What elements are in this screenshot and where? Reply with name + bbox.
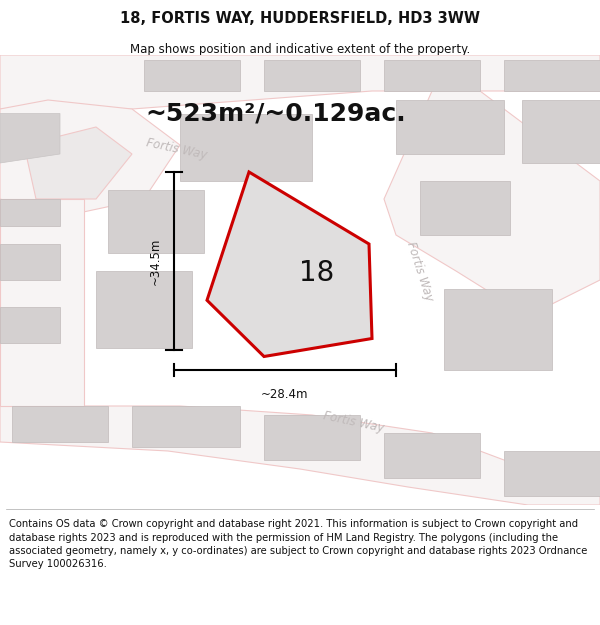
Polygon shape (132, 406, 240, 446)
Text: Fortis Way: Fortis Way (145, 137, 209, 162)
Text: ~523m²/~0.129ac.: ~523m²/~0.129ac. (146, 101, 406, 126)
Polygon shape (144, 59, 240, 91)
Polygon shape (207, 172, 372, 356)
Polygon shape (384, 59, 480, 91)
Polygon shape (384, 91, 600, 316)
Text: Contains OS data © Crown copyright and database right 2021. This information is : Contains OS data © Crown copyright and d… (9, 519, 587, 569)
Polygon shape (504, 59, 600, 91)
Polygon shape (384, 433, 480, 478)
Polygon shape (504, 451, 600, 496)
Polygon shape (108, 190, 204, 253)
Polygon shape (96, 271, 192, 348)
Polygon shape (0, 199, 60, 226)
Text: ~28.4m: ~28.4m (261, 388, 309, 401)
Polygon shape (180, 114, 312, 181)
Polygon shape (0, 55, 600, 109)
Polygon shape (0, 307, 60, 343)
Polygon shape (0, 100, 180, 217)
Text: 18, FORTIS WAY, HUDDERSFIELD, HD3 3WW: 18, FORTIS WAY, HUDDERSFIELD, HD3 3WW (120, 11, 480, 26)
Polygon shape (24, 127, 132, 199)
Polygon shape (0, 406, 600, 505)
Polygon shape (444, 289, 552, 370)
Polygon shape (264, 59, 360, 91)
Polygon shape (396, 100, 504, 154)
Polygon shape (420, 181, 510, 235)
Text: Fortis Way: Fortis Way (322, 409, 386, 434)
Text: 18: 18 (299, 259, 334, 288)
Polygon shape (522, 100, 600, 163)
Polygon shape (0, 199, 84, 406)
Text: Map shows position and indicative extent of the property.: Map shows position and indicative extent… (130, 43, 470, 56)
Polygon shape (0, 114, 60, 163)
Polygon shape (264, 415, 360, 460)
Polygon shape (0, 244, 60, 280)
Text: ~34.5m: ~34.5m (148, 237, 161, 284)
Polygon shape (12, 406, 108, 442)
Text: Fortis Way: Fortis Way (404, 239, 436, 302)
